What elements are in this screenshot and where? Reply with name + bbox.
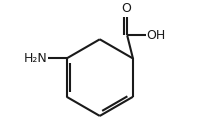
Text: O: O — [121, 2, 131, 15]
Text: H₂N: H₂N — [23, 52, 47, 65]
Text: OH: OH — [147, 29, 166, 42]
